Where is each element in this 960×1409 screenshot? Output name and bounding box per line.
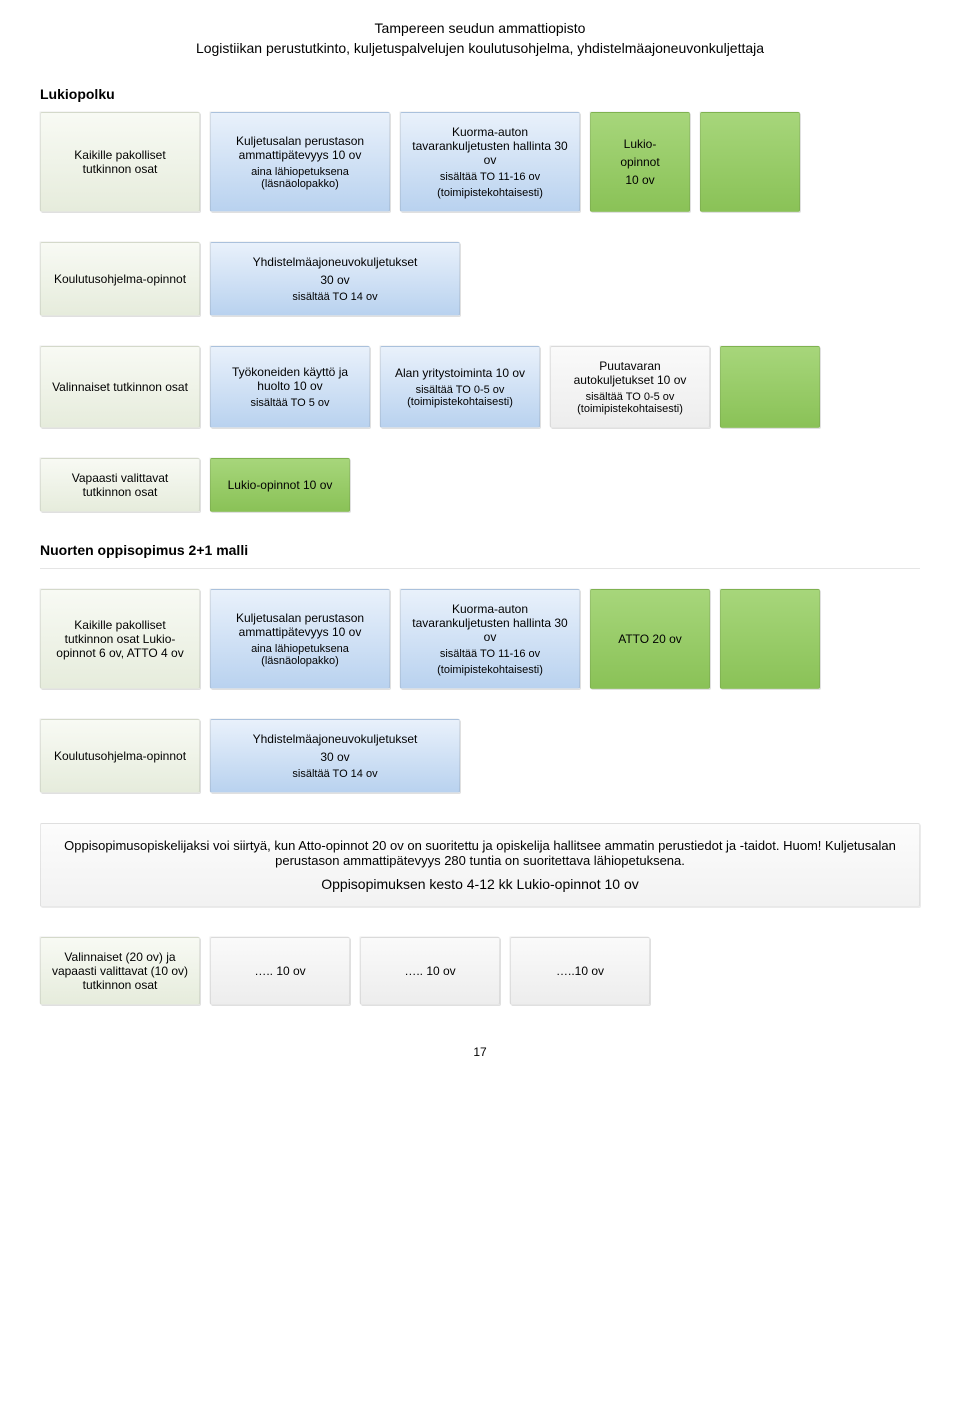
box-koulutus-2: Koulutusohjelma-opinnot [40,719,200,793]
box-10ov-3: …..10 ov [510,937,650,1005]
box-empty-green-3 [720,589,820,689]
box-atto20: ATTO 20 ov [590,589,710,689]
box-kuljetusalan-2: Kuljetusalan perustason ammattipätevyys … [210,589,390,689]
label: Kuljetusalan perustason ammattipätevyys … [219,134,381,162]
label: Kaikille pakolliset tutkinnon osat [49,148,191,176]
note-line2: Oppisopimuksen kesto 4-12 kk Lukio-opinn… [59,876,901,892]
label: Työkoneiden käyttö ja huolto 10 ov [219,365,361,393]
label: Valinnaiset (20 ov) ja vapaasti valittav… [49,950,191,992]
label: Koulutusohjelma-opinnot [49,749,191,763]
box-kuorma-2: Kuorma-auton tavarankuljetusten hallinta… [400,589,580,689]
label: Kuljetusalan perustason ammattipätevyys … [219,611,381,639]
label: Yhdistelmäajoneuvokuljetukset [219,255,451,269]
label: Yhdistelmäajoneuvokuljetukset [219,732,451,746]
box-lukio-10: Lukio-opinnot 10 ov [210,458,350,512]
label: ….. 10 ov [219,964,341,978]
sublabel: sisältää TO 0-5 ov (toimipistekohtaisest… [389,384,531,408]
box-puutavaran: Puutavaran autokuljetukset 10 ov sisältä… [550,346,710,428]
header-line-1: Tampereen seudun ammattiopisto [40,20,920,36]
box-koulutusohjelma: Koulutusohjelma-opinnot [40,242,200,316]
box-kuorma-auton: Kuorma-auton tavarankuljetusten hallinta… [400,112,580,212]
sublabel: aina lähiopetuksena (läsnäolopakko) [219,166,381,190]
sublabel: sisältää TO 14 ov [219,768,451,780]
sublabel: sisältää TO 14 ov [219,291,451,303]
row-4: Vapaasti valittavat tutkinnon osat Lukio… [40,458,920,512]
box-kaikille-pakolliset: Kaikille pakolliset tutkinnon osat [40,112,200,212]
label: Valinnaiset tutkinnon osat [49,380,191,394]
section-nuorten: Nuorten oppisopimus 2+1 malli [40,542,920,558]
row-5: Kaikille pakolliset tutkinnon osat Lukio… [40,589,920,689]
sublabel: aina lähiopetuksena (läsnäolopakko) [219,643,381,667]
header-line-2: Logistiikan perustutkinto, kuljetuspalve… [40,40,920,56]
box-10ov-2: ….. 10 ov [360,937,500,1005]
box-yhdistelma: Yhdistelmäajoneuvokuljetukset 30 ov sisä… [210,242,460,316]
box-10ov-1: ….. 10 ov [210,937,350,1005]
label: Kuorma-auton tavarankuljetusten hallinta… [409,602,571,644]
label: Lukio-opinnot 10 ov [219,478,341,492]
box-vapaasti: Vapaasti valittavat tutkinnon osat [40,458,200,512]
note-line1: Oppisopimusopiskelijaksi voi siirtyä, ku… [59,838,901,868]
sublabel: sisältää TO 11-16 ov [409,171,571,183]
row-7: Valinnaiset (20 ov) ja vapaasti valittav… [40,937,920,1005]
box-valinnaiset-2: Valinnaiset (20 ov) ja vapaasti valittav… [40,937,200,1005]
box-tyokoneiden: Työkoneiden käyttö ja huolto 10 ov sisäl… [210,346,370,428]
box-yhdistelma-2: Yhdistelmäajoneuvokuljetukset 30 ov sisä… [210,719,460,793]
label-3: 10 ov [599,173,681,187]
sublabel2: (toimipistekohtaisesti) [409,664,571,676]
row-3: Valinnaiset tutkinnon osat Työkoneiden k… [40,346,920,428]
label: Kuorma-auton tavarankuljetusten hallinta… [409,125,571,167]
separator [40,568,920,569]
label2: 30 ov [219,273,451,287]
label: Kaikille pakolliset tutkinnon osat Lukio… [49,618,191,660]
note-box: Oppisopimusopiskelijaksi voi siirtyä, ku… [40,823,920,907]
label: …..10 ov [519,964,641,978]
box-lukio-opinnot: Lukio- opinnot 10 ov [590,112,690,212]
label: Vapaasti valittavat tutkinnon osat [49,471,191,499]
sublabel: sisältää TO 5 ov [219,397,361,409]
label-1: Lukio- [599,137,681,151]
box-kuljetusalan: Kuljetusalan perustason ammattipätevyys … [210,112,390,212]
page-number: 17 [40,1045,920,1059]
box-alan-yritys: Alan yritystoiminta 10 ov sisältää TO 0-… [380,346,540,428]
box-valinnaiset: Valinnaiset tutkinnon osat [40,346,200,428]
box-kaikille-2: Kaikille pakolliset tutkinnon osat Lukio… [40,589,200,689]
sublabel2: (toimipistekohtaisesti) [409,187,571,199]
label: Puutavaran autokuljetukset 10 ov [559,359,701,387]
label-2: opinnot [599,155,681,169]
label: ….. 10 ov [369,964,491,978]
sublabel: sisältää TO 0-5 ov (toimipistekohtaisest… [559,391,701,415]
label: Koulutusohjelma-opinnot [49,272,191,286]
row-1: Kaikille pakolliset tutkinnon osat Kulje… [40,112,920,212]
box-empty-green [700,112,800,212]
label: ATTO 20 ov [599,632,701,646]
section-lukiopolku: Lukiopolku [40,86,920,102]
label: Alan yritystoiminta 10 ov [389,366,531,380]
row-6: Koulutusohjelma-opinnot Yhdistelmäajoneu… [40,719,920,793]
row-2: Koulutusohjelma-opinnot Yhdistelmäajoneu… [40,242,920,316]
label2: 30 ov [219,750,451,764]
box-empty-green-2 [720,346,820,428]
sublabel: sisältää TO 11-16 ov [409,648,571,660]
